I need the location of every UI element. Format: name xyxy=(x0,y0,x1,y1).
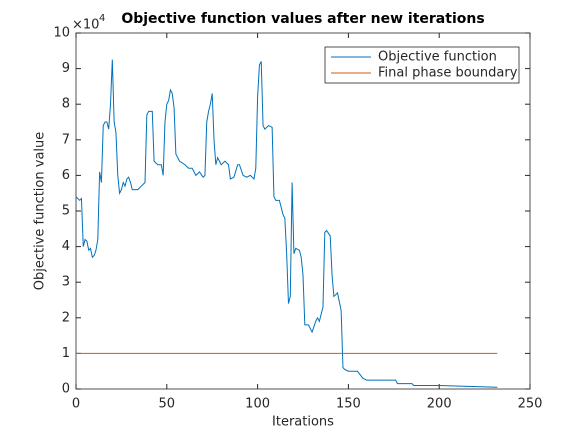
y-tick-label: 4 xyxy=(62,239,70,254)
series-line xyxy=(75,59,498,388)
y-tick-label: 10 xyxy=(53,26,70,41)
y-tick-label: 9 xyxy=(62,61,70,76)
y-tick-label: 3 xyxy=(62,275,70,290)
y-tick-label: 6 xyxy=(62,168,70,183)
y-tick-label: 5 xyxy=(62,204,70,219)
y-axis-label: Objective function value xyxy=(33,132,48,291)
legend-box xyxy=(324,46,520,84)
y-multiplier: ×10 xyxy=(72,18,99,33)
x-tick-label: 50 xyxy=(159,397,176,412)
x-tick-label: 150 xyxy=(336,397,361,412)
x-tick-label: 100 xyxy=(245,397,270,412)
y-tick-label: 8 xyxy=(62,97,70,112)
y-tick-label: 7 xyxy=(62,132,70,147)
y-tick-label: 1 xyxy=(62,346,70,361)
x-tick-label: 250 xyxy=(518,397,543,412)
y-tick-label: 2 xyxy=(62,310,70,325)
y-tick-label: 0 xyxy=(62,382,70,397)
chart-title: Objective function values after new iter… xyxy=(121,11,484,27)
legend-label: Objective function xyxy=(378,50,497,65)
plot-area xyxy=(75,32,531,390)
x-tick-label: 200 xyxy=(427,397,452,412)
y-multiplier-exponent: 4 xyxy=(99,13,105,24)
x-axis-label: Iterations xyxy=(272,415,334,430)
legend-label: Final phase boundary xyxy=(378,66,518,81)
x-tick-label: 0 xyxy=(72,397,80,412)
